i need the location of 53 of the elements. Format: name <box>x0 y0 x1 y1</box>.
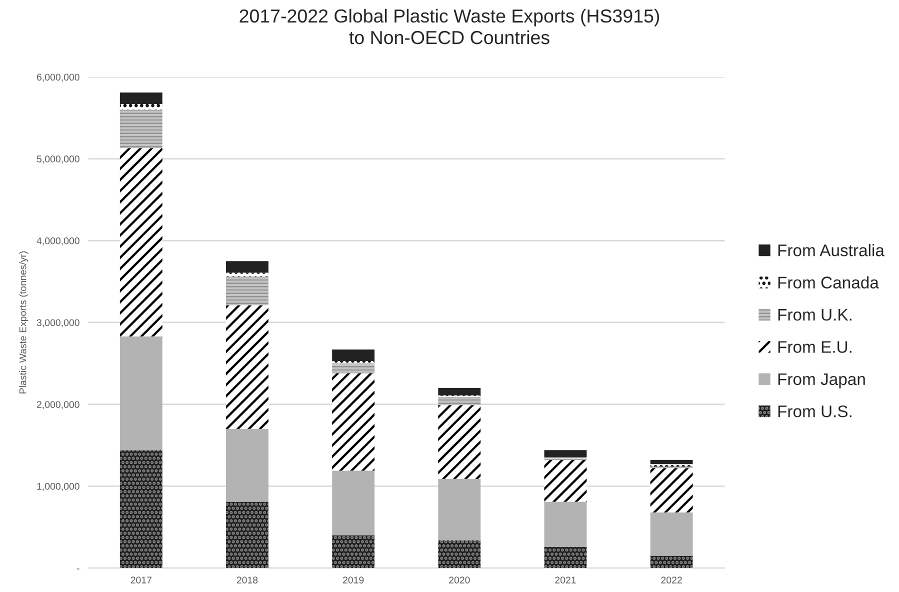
bar <box>544 460 587 502</box>
y-tick-label: 5,000,000 <box>36 156 80 164</box>
chart-title: 2017-2022 Global Plastic Waste Exports (HS3915) to Non-OECD Countries <box>240 8 660 44</box>
y-tick-label: 3,000,000 <box>36 319 80 328</box>
y-tick-label: 6,000,000 <box>37 74 80 82</box>
legend-label: From E.U. <box>778 341 852 353</box>
bar <box>332 360 375 364</box>
y-tick-label: 2,000,000 <box>37 401 80 410</box>
bar <box>226 261 268 273</box>
bar <box>438 405 481 479</box>
bar <box>438 396 481 406</box>
legend-label: From Japan <box>778 373 865 388</box>
bar <box>650 460 693 464</box>
legend-label: From Canada <box>778 276 879 288</box>
bar <box>226 276 268 306</box>
bar <box>544 450 587 458</box>
bar <box>332 470 375 536</box>
bar <box>332 535 375 568</box>
bar <box>120 450 162 568</box>
bar <box>650 512 693 556</box>
bar <box>332 350 375 361</box>
bar <box>226 502 268 568</box>
bar <box>226 272 268 277</box>
x-tick-label: 2022 <box>661 576 682 584</box>
y-tick-label: 4,000,000 <box>36 237 80 246</box>
y-tick-label: - <box>76 568 80 570</box>
bar <box>120 110 162 148</box>
bar <box>226 305 268 429</box>
y-tick-label: 1,000,000 <box>37 482 80 491</box>
bar <box>438 540 481 568</box>
bar <box>226 428 268 502</box>
bar <box>120 104 162 110</box>
bar <box>120 92 162 104</box>
legend-label: From Australia <box>778 244 884 256</box>
y-axis-title: Plastic Waste Exports (tonnes/yr) <box>19 251 28 394</box>
bar <box>544 502 587 547</box>
bar <box>120 148 162 336</box>
x-tick-label: 2019 <box>342 576 364 584</box>
x-tick-label: 2017 <box>130 576 152 584</box>
bar <box>650 464 693 467</box>
bar <box>650 468 693 512</box>
x-tick-label: 2020 <box>449 576 470 584</box>
x-tick-label: 2021 <box>555 576 576 584</box>
legend-label: From U.S. <box>778 405 852 418</box>
bar <box>332 373 375 471</box>
x-tick-label: 2018 <box>236 576 258 584</box>
legend-label: From U.K. <box>778 309 852 321</box>
bar <box>438 478 481 540</box>
bar <box>120 336 162 450</box>
bar <box>544 546 587 568</box>
bar <box>332 363 375 374</box>
bar <box>438 388 481 396</box>
bar <box>650 556 693 568</box>
